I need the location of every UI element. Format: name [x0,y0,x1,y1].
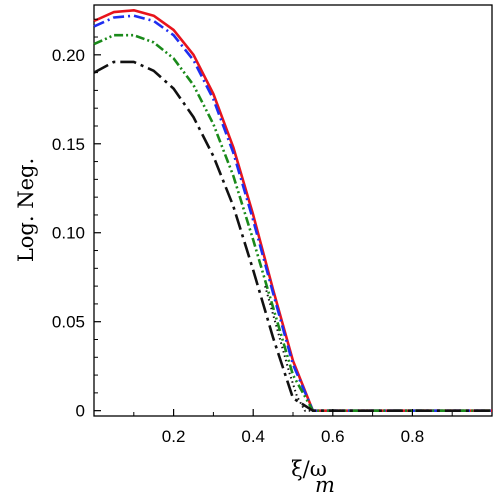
series-line-5 [264,285,313,412]
x-tick-label: 0.2 [162,427,186,446]
y-axis-title: Log. Neg. [14,158,38,262]
x-tick-label: 0.6 [321,427,345,446]
x-axis-title: ξ/ω [291,457,327,481]
x-tick-label: 0.8 [401,427,425,446]
y-tick-label: 0.15 [52,135,85,154]
x-axis-title-subscript: m [315,473,335,497]
series-line-4 [93,60,492,412]
y-tick-label: 0.20 [52,46,85,65]
y-tick-label: 0.05 [52,313,85,332]
y-tick-label: 0 [76,402,85,421]
y-axis: 0 0.05 0.10 0.15 0.20 [52,18,101,421]
series-line-2 [93,14,492,412]
series-line-3 [93,33,492,412]
y-tick-label: 0.10 [52,224,85,243]
x-axis: 0.2 0.4 0.6 0.8 [133,409,453,446]
x-tick-label: 0.4 [241,427,265,446]
plot-frame [93,4,493,417]
series-group [93,9,492,412]
